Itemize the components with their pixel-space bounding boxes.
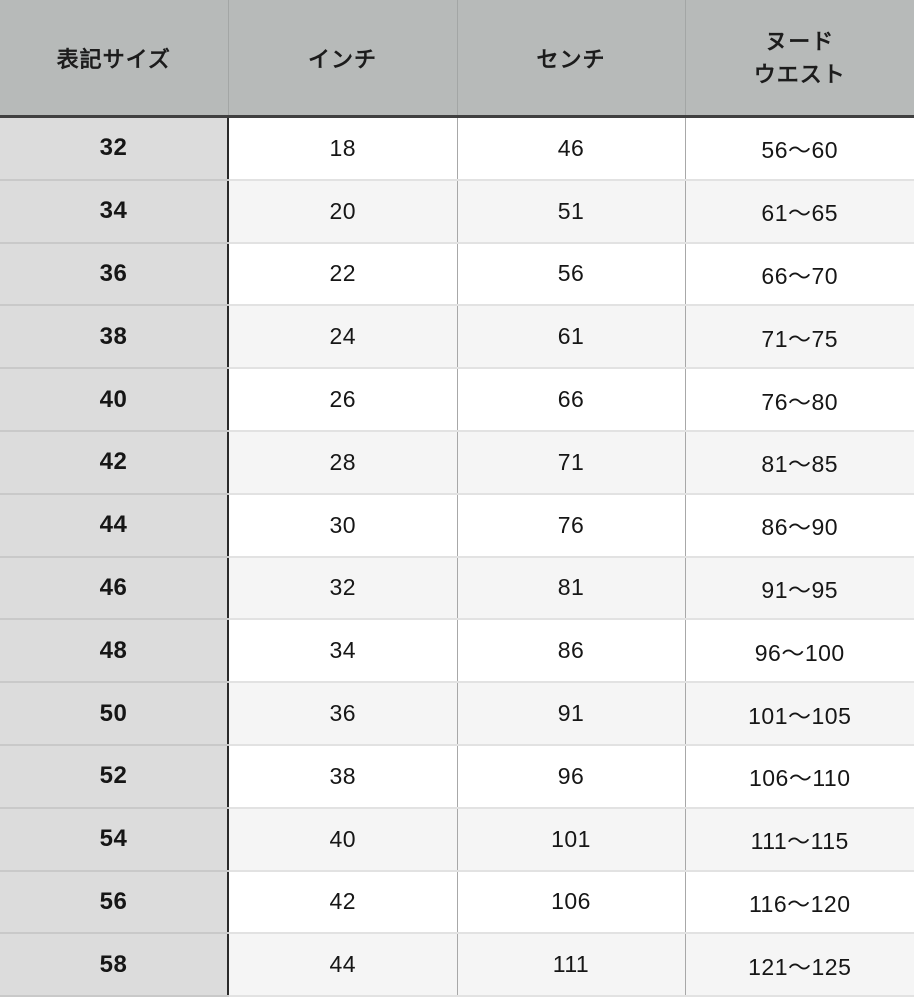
table-row: 44 30 76 86〜90 <box>0 493 914 558</box>
table-row: 40 26 66 76〜80 <box>0 368 914 432</box>
cell-inch: 38 <box>228 744 457 809</box>
cell-nude-waist: 121〜125 <box>684 933 914 998</box>
cell-size-label: 52 <box>0 744 229 809</box>
cell-size-label: 36 <box>0 242 229 307</box>
cell-inch: 28 <box>228 430 457 495</box>
cell-cm: 101 <box>456 807 685 872</box>
cell-nude-waist: 101〜105 <box>684 682 914 746</box>
table-row: 42 28 71 81〜85 <box>0 430 914 495</box>
table-row: 50 36 91 101〜105 <box>0 682 914 746</box>
header-cell-nude-waist: ヌード ウエスト <box>684 0 914 118</box>
cell-nude-waist: 71〜75 <box>684 305 914 370</box>
cell-size-label: 46 <box>0 556 229 621</box>
cell-inch: 32 <box>228 556 457 621</box>
table-header: 表記サイズ インチ センチ ヌード ウエスト <box>0 0 914 118</box>
header-cell-size-label: 表記サイズ <box>0 0 228 118</box>
cell-size-label: 56 <box>0 870 229 935</box>
cell-cm: 71 <box>456 430 685 495</box>
header-cell-inch: インチ <box>227 0 457 118</box>
cell-inch: 24 <box>228 305 457 370</box>
cell-inch: 22 <box>228 242 457 307</box>
cell-nude-waist: 61〜65 <box>684 179 914 244</box>
header-cell-cm: センチ <box>456 0 685 118</box>
cell-size-label: 40 <box>0 368 229 432</box>
cell-nude-waist: 86〜90 <box>684 493 914 558</box>
cell-cm: 76 <box>456 493 685 558</box>
table-row: 36 22 56 66〜70 <box>0 242 914 307</box>
table-body: 32 18 46 56〜60 34 20 51 61〜65 36 22 56 66〜70 38 24 61 7… <box>0 116 914 998</box>
table-row: 48 34 86 96〜100 <box>0 619 914 684</box>
cell-nude-waist: 56〜60 <box>684 116 914 181</box>
cell-inch: 42 <box>228 870 457 935</box>
header-row: 表記サイズ インチ センチ ヌード ウエスト <box>0 0 914 118</box>
cell-size-label: 50 <box>0 682 229 746</box>
cell-inch: 30 <box>228 493 457 558</box>
cell-cm: 66 <box>456 368 685 432</box>
table-row: 34 20 51 61〜65 <box>0 179 914 244</box>
table-row: 54 40 101 111〜115 <box>0 807 914 872</box>
cell-size-label: 32 <box>0 116 229 181</box>
cell-cm: 46 <box>456 116 685 181</box>
cell-inch: 18 <box>228 116 457 181</box>
cell-inch: 26 <box>228 368 457 432</box>
table-row: 38 24 61 71〜75 <box>0 305 914 370</box>
cell-cm: 61 <box>456 305 685 370</box>
cell-cm: 91 <box>456 682 685 746</box>
cell-cm: 111 <box>456 933 685 998</box>
cell-size-label: 42 <box>0 430 229 495</box>
cell-cm: 81 <box>456 556 685 621</box>
cell-size-label: 44 <box>0 493 229 558</box>
cell-cm: 106 <box>456 870 685 935</box>
cell-cm: 56 <box>456 242 685 307</box>
cell-inch: 34 <box>228 619 457 684</box>
cell-nude-waist: 116〜120 <box>684 870 914 935</box>
cell-nude-waist: 76〜80 <box>684 368 914 432</box>
cell-inch: 44 <box>228 933 457 998</box>
cell-cm: 96 <box>456 744 685 809</box>
cell-size-label: 48 <box>0 619 229 684</box>
cell-size-label: 34 <box>0 179 229 244</box>
cell-cm: 86 <box>456 619 685 684</box>
table-row: 52 38 96 106〜110 <box>0 744 914 809</box>
table-row: 58 44 111 121〜125 <box>0 933 914 998</box>
table-row: 32 18 46 56〜60 <box>0 116 914 181</box>
cell-cm: 51 <box>456 179 685 244</box>
cell-size-label: 54 <box>0 807 229 872</box>
table-row: 56 42 106 116〜120 <box>0 870 914 935</box>
cell-nude-waist: 111〜115 <box>684 807 914 872</box>
cell-inch: 20 <box>228 179 457 244</box>
cell-inch: 40 <box>228 807 457 872</box>
cell-inch: 36 <box>228 682 457 746</box>
cell-size-label: 38 <box>0 305 229 370</box>
cell-nude-waist: 106〜110 <box>684 744 914 809</box>
cell-nude-waist: 91〜95 <box>684 556 914 621</box>
cell-size-label: 58 <box>0 933 229 998</box>
cell-nude-waist: 96〜100 <box>684 619 914 684</box>
cell-nude-waist: 66〜70 <box>684 242 914 307</box>
table-row: 46 32 81 91〜95 <box>0 556 914 621</box>
cell-nude-waist: 81〜85 <box>684 430 914 495</box>
